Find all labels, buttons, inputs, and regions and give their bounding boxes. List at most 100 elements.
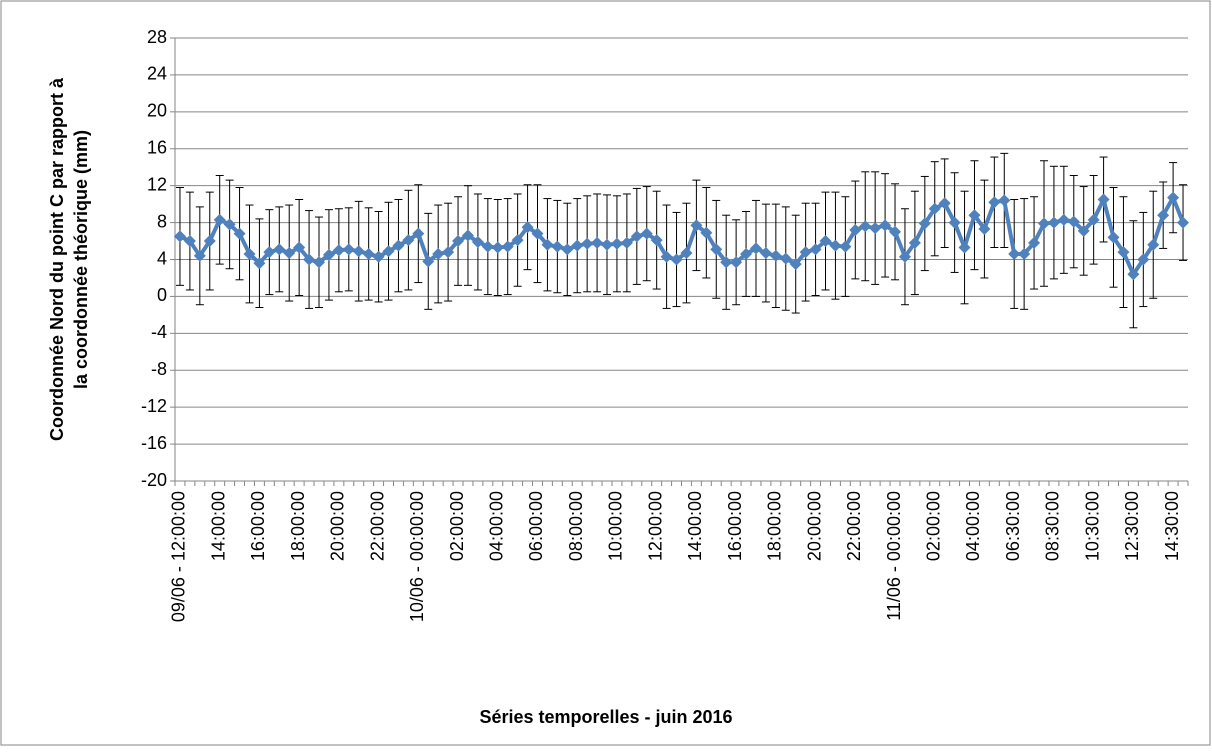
data-marker [1087,213,1100,226]
data-marker [829,239,842,252]
data-marker [1018,247,1031,260]
data-marker [501,240,514,253]
data-marker [551,240,564,253]
data-marker [1037,217,1050,230]
data-marker [620,236,633,249]
data-marker [1127,268,1140,281]
data-marker [869,222,882,235]
data-marker [392,239,405,252]
y-tick-label: -16 [141,433,167,453]
data-marker [1117,246,1130,259]
data-marker [978,223,991,236]
y-tick-label: -4 [151,322,167,342]
data-marker [849,223,862,236]
data-marker [193,249,206,262]
y-tick-label: -12 [141,396,167,416]
data-marker [928,202,941,215]
data-marker [749,242,762,255]
data-marker [889,225,902,238]
data-marker [521,221,534,234]
data-marker [452,235,465,248]
data-marker [293,241,306,254]
data-marker [958,241,971,254]
data-marker [1047,216,1060,229]
x-tick-label: 16:00:00 [725,491,745,561]
data-marker [1067,215,1080,228]
y-tick-label: 8 [157,211,167,231]
data-marker [1157,209,1170,222]
data-marker [591,236,604,249]
data-marker [988,196,1001,209]
y-tick-label: 4 [157,248,167,268]
data-marker [402,234,415,247]
x-tick-label: 06:00:00 [526,491,546,561]
x-axis-title: Séries temporelles - juin 2016 [479,707,732,727]
x-tick-label: 12:00:00 [645,491,665,561]
data-marker [918,217,931,230]
data-marker [481,240,494,253]
y-tick-label: 20 [147,101,167,121]
data-marker [720,256,733,269]
data-marker [342,243,355,256]
data-marker [730,256,743,269]
y-axis-title: Coordonnée Nord du point C par rapport à… [47,77,91,441]
data-marker [422,255,435,268]
data-marker [779,252,792,265]
x-tick-label: 11/06 - 00:00:00 [884,491,904,621]
data-marker [1177,216,1190,229]
data-marker [511,234,524,247]
data-marker [640,227,653,240]
x-tick-label: 14:00:00 [685,491,705,561]
data-marker [203,235,216,248]
x-tick-label: 18:00:00 [765,491,785,561]
data-marker [432,247,445,260]
data-marker [938,197,951,210]
data-marker [581,237,594,250]
y-tick-label: 12 [147,174,167,194]
data-marker [362,247,375,260]
data-marker [1077,224,1090,237]
x-tick-label: 04:00:00 [487,491,507,561]
x-tick-label: 10:30:00 [1082,491,1102,561]
data-marker [998,194,1011,207]
data-marker [412,227,425,240]
data-marker [859,220,872,233]
data-marker [1028,236,1041,249]
x-tick-label: 16:00:00 [248,491,268,561]
data-marker [1147,238,1160,251]
data-marker [283,247,296,260]
data-marker [908,236,921,249]
data-marker [1107,231,1120,244]
y-tick-label: 24 [147,64,167,84]
x-tick-label: 14:00:00 [208,491,228,561]
data-marker [442,246,455,259]
data-marker [660,250,673,263]
y-axis-title-text: Coordonnée Nord du point C par rapport à… [47,77,91,441]
data-marker [541,238,554,251]
x-tick-label: 10:00:00 [606,491,626,561]
y-tick-label: -8 [151,359,167,379]
data-marker [759,247,772,260]
data-marker [561,243,574,256]
data-marker [571,239,584,252]
data-marker [332,244,345,257]
data-marker [322,248,335,261]
data-marker [789,258,802,271]
x-tick-label: 06:30:00 [1003,491,1023,561]
x-tick-label: 20:00:00 [804,491,824,561]
data-marker [313,256,326,269]
data-marker [809,243,822,256]
data-marker [898,250,911,263]
data-marker [263,246,276,259]
x-tick-label: 08:30:00 [1043,491,1063,561]
x-tick-label: 09/06 - 12:00:00 [169,491,189,622]
data-marker [799,246,812,259]
x-tick-label: 04:00:00 [963,491,983,561]
x-tick-label: 12:30:00 [1122,491,1142,561]
data-marker [233,227,246,240]
data-marker [680,247,693,260]
data-marker [273,243,286,256]
data-marker [670,253,683,266]
data-marker [213,213,226,226]
